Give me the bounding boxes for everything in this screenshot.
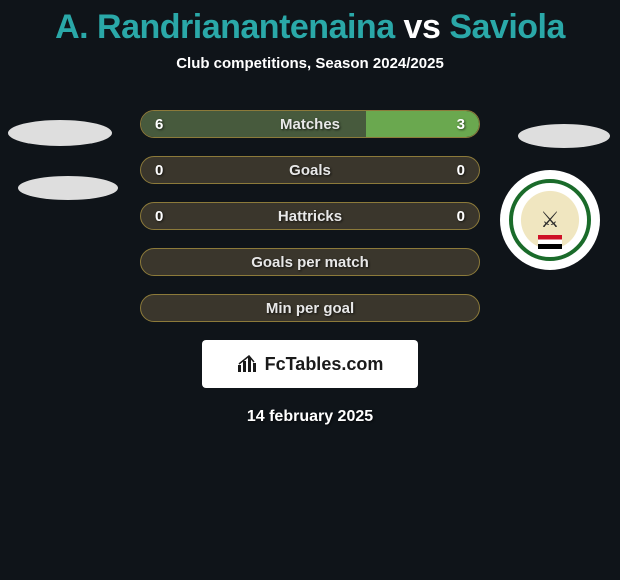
stat-bar-track: 0 0 Hattricks bbox=[140, 202, 480, 230]
stat-label: Matches bbox=[280, 116, 340, 133]
stat-value-left: 0 bbox=[155, 162, 163, 179]
stat-row: 0 0 Hattricks bbox=[70, 202, 550, 230]
stat-row: 6 3 Matches bbox=[70, 110, 550, 138]
stat-label: Goals per match bbox=[251, 254, 369, 271]
stat-label: Hattricks bbox=[278, 208, 342, 225]
bar-chart-icon bbox=[237, 355, 259, 373]
title-player-left: A. Randrianantenaina bbox=[55, 8, 395, 46]
stat-value-left: 6 bbox=[155, 116, 163, 133]
subtitle: Club competitions, Season 2024/2025 bbox=[0, 55, 620, 72]
stat-bar-track: 6 3 Matches bbox=[140, 110, 480, 138]
stat-label: Goals bbox=[289, 162, 331, 179]
stat-bar-track: 0 0 Goals bbox=[140, 156, 480, 184]
title-vs: vs bbox=[395, 8, 450, 46]
branding-text: FcTables.com bbox=[265, 354, 384, 375]
stat-bar-track: Min per goal bbox=[140, 294, 480, 322]
title-player-right: Saviola bbox=[449, 8, 565, 46]
stat-value-right: 0 bbox=[457, 208, 465, 225]
stats-comparison: 6 3 Matches 0 0 Goals 0 0 Hattricks Goals per mat… bbox=[70, 110, 550, 322]
stat-value-left: 0 bbox=[155, 208, 163, 225]
stat-row: 0 0 Goals bbox=[70, 156, 550, 184]
stat-row: Min per goal bbox=[70, 294, 550, 322]
date-line: 14 february 2025 bbox=[0, 408, 620, 426]
stat-value-right: 0 bbox=[457, 162, 465, 179]
comparison-title: A. Randrianantenaina vs Saviola bbox=[0, 0, 620, 47]
branding-box: FcTables.com bbox=[202, 340, 418, 388]
stat-row: Goals per match bbox=[70, 248, 550, 276]
stat-label: Min per goal bbox=[266, 300, 354, 317]
stat-bar-track: Goals per match bbox=[140, 248, 480, 276]
stat-value-right: 3 bbox=[457, 116, 465, 133]
